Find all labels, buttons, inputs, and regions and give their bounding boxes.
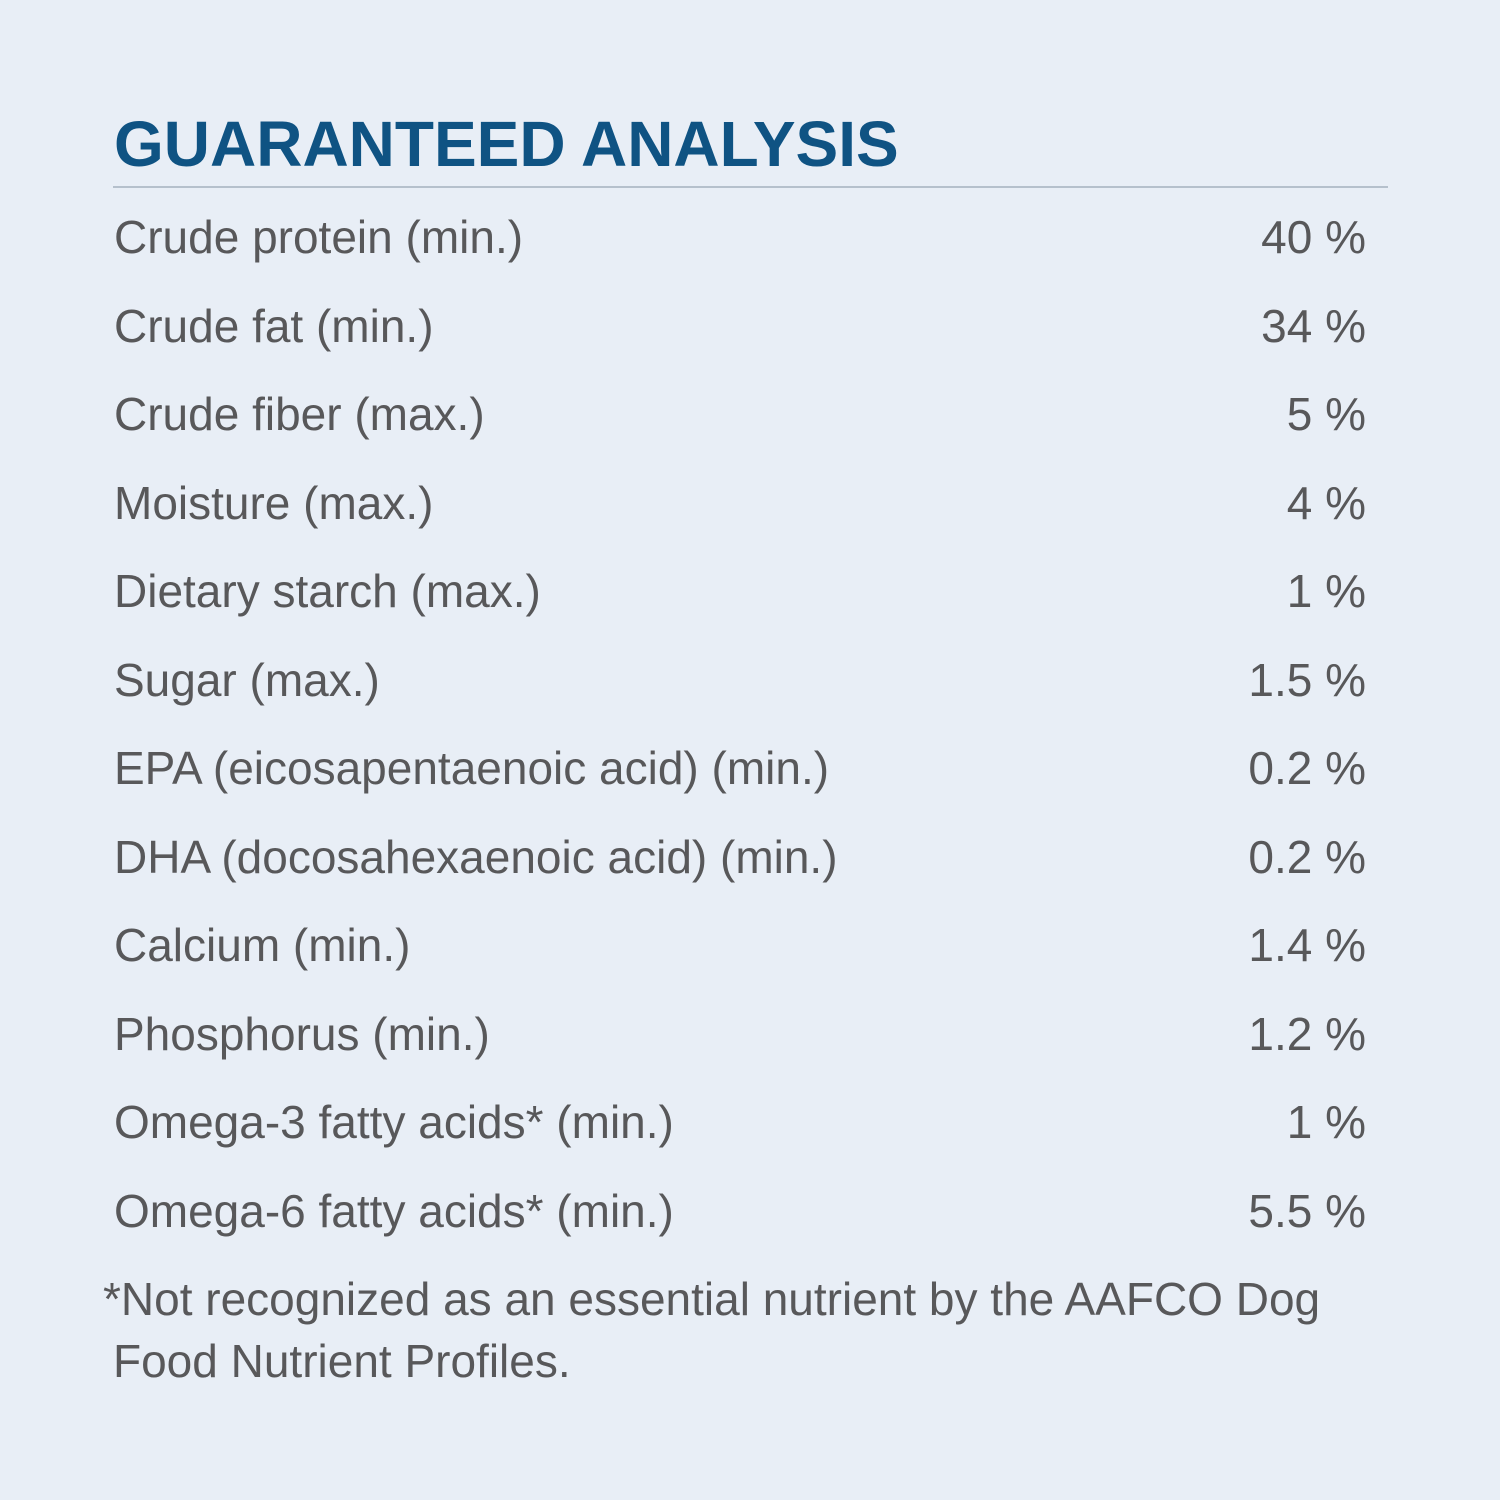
nutrient-label: Crude fat (min.) — [114, 299, 434, 352]
footnote-line-2: Food Nutrient Profiles. — [113, 1335, 571, 1387]
table-row: Crude fat (min.) 34 % — [113, 281, 1388, 370]
table-row: Omega-3 fatty acids* (min.) 1 % — [113, 1077, 1388, 1166]
nutrient-label: Dietary starch (max.) — [114, 565, 541, 617]
table-row: DHA (docosahexaenoic acid) (min.) 0.2 % — [113, 812, 1388, 901]
analysis-table: Crude protein (min.) 40 % Crude fat (min… — [113, 192, 1388, 1254]
nutrient-value: 34 % — [1261, 299, 1366, 352]
footnote: *Not recognized as an essential nutrient… — [103, 1268, 1403, 1392]
nutrient-value: 0.2 % — [1248, 742, 1366, 794]
table-row: Crude fiber (max.) 5 % — [113, 369, 1388, 458]
nutrient-value: 4 % — [1286, 476, 1366, 529]
nutrient-value: 1 % — [1286, 1096, 1366, 1148]
nutrient-label: Sugar (max.) — [114, 653, 380, 706]
nutrient-value: 1.2 % — [1248, 1007, 1366, 1060]
title-divider — [113, 186, 1388, 188]
nutrient-value: 40 % — [1261, 211, 1366, 263]
table-row: EPA (eicosapentaenoic acid) (min.) 0.2 % — [113, 723, 1388, 812]
nutrient-label: DHA (docosahexaenoic acid) (min.) — [114, 830, 838, 883]
table-row: Calcium (min.) 1.4 % — [113, 900, 1388, 989]
table-row: Moisture (max.) 4 % — [113, 458, 1388, 547]
nutrient-value: 0.2 % — [1248, 830, 1366, 883]
nutrient-value: 5 % — [1286, 388, 1366, 440]
nutrient-value: 5.5 % — [1248, 1184, 1366, 1237]
nutrient-value: 1 % — [1286, 565, 1366, 617]
nutrient-label: EPA (eicosapentaenoic acid) (min.) — [114, 742, 830, 794]
table-row: Omega-6 fatty acids* (min.) 5.5 % — [113, 1166, 1388, 1255]
table-row: Sugar (max.) 1.5 % — [113, 635, 1388, 724]
page-title: GUARANTEED ANALYSIS — [114, 108, 899, 180]
nutrient-label: Moisture (max.) — [114, 476, 434, 529]
nutrient-label: Omega-6 fatty acids* (min.) — [114, 1184, 674, 1237]
nutrient-label: Phosphorus (min.) — [114, 1007, 490, 1060]
nutrient-label: Calcium (min.) — [114, 919, 411, 971]
guaranteed-analysis-panel: GUARANTEED ANALYSIS Crude protein (min.)… — [113, 106, 1388, 1254]
nutrient-label: Crude protein (min.) — [114, 211, 524, 263]
nutrient-label: Omega-3 fatty acids* (min.) — [114, 1096, 674, 1148]
nutrient-value: 1.5 % — [1248, 653, 1366, 706]
table-row: Dietary starch (max.) 1 % — [113, 546, 1388, 635]
table-row: Crude protein (min.) 40 % — [113, 192, 1388, 281]
nutrient-value: 1.4 % — [1248, 919, 1366, 971]
table-row: Phosphorus (min.) 1.2 % — [113, 989, 1388, 1078]
nutrient-label: Crude fiber (max.) — [114, 388, 485, 440]
footnote-line-1: *Not recognized as an essential nutrient… — [103, 1273, 1321, 1325]
